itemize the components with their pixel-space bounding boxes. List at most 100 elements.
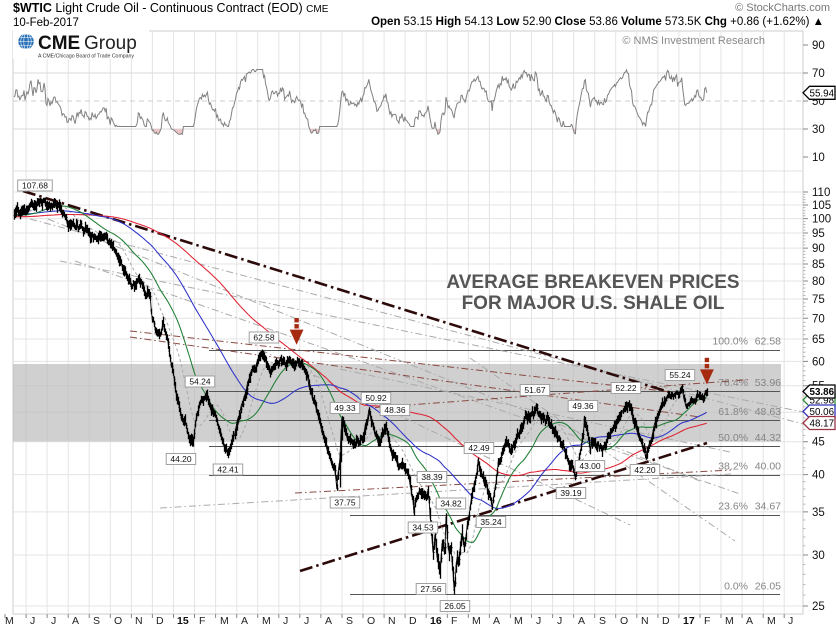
svg-text:25: 25 — [812, 601, 825, 613]
svg-text:42.49: 42.49 — [468, 443, 490, 453]
svg-text:M: M — [725, 615, 734, 626]
svg-text:30: 30 — [812, 550, 825, 562]
svg-text:M: M — [220, 615, 229, 626]
svg-text:A: A — [72, 615, 79, 626]
svg-text:42.20: 42.20 — [634, 465, 656, 475]
svg-text:23.6%: 23.6% — [718, 501, 748, 513]
svg-text:49.36: 49.36 — [572, 401, 594, 411]
svg-text:Open 53.15 High 54.13 Low 52.9: Open 53.15 High 54.13 Low 52.90 Close 53… — [371, 16, 824, 28]
svg-text:85: 85 — [812, 259, 825, 271]
svg-text:50.0%: 50.0% — [718, 432, 748, 444]
svg-text:105: 105 — [812, 200, 831, 212]
svg-text:0.0%: 0.0% — [724, 581, 748, 593]
svg-text:A: A — [325, 615, 332, 626]
svg-text:D: D — [662, 615, 670, 626]
svg-text:10: 10 — [812, 152, 825, 164]
svg-text:90: 90 — [812, 243, 825, 255]
svg-text:65: 65 — [812, 334, 825, 346]
svg-text:42.41: 42.41 — [217, 465, 239, 475]
svg-text:S: S — [599, 615, 606, 626]
svg-text:90: 90 — [812, 40, 825, 52]
svg-text:15: 15 — [177, 615, 189, 626]
svg-text:48.36: 48.36 — [384, 405, 406, 415]
svg-text:53.96: 53.96 — [755, 377, 781, 389]
svg-text:70: 70 — [812, 68, 825, 80]
svg-text:10-Feb-2017: 10-Feb-2017 — [13, 17, 79, 29]
svg-text:38.2%: 38.2% — [718, 461, 748, 473]
svg-text:100.0%: 100.0% — [712, 336, 748, 348]
svg-text:J: J — [557, 615, 562, 626]
svg-text:35.24: 35.24 — [480, 517, 502, 527]
svg-text:45: 45 — [812, 437, 825, 449]
svg-text:S: S — [346, 615, 353, 626]
svg-text:110: 110 — [812, 187, 830, 199]
svg-text:50.06: 50.06 — [810, 407, 835, 418]
svg-text:50.92: 50.92 — [365, 393, 387, 403]
svg-text:17: 17 — [683, 615, 695, 626]
svg-text:35: 35 — [812, 507, 825, 519]
svg-text:M: M — [472, 615, 481, 626]
svg-text:M: M — [5, 615, 14, 626]
svg-text:N: N — [388, 615, 396, 626]
svg-text:J: J — [30, 615, 35, 626]
svg-text:F: F — [451, 615, 457, 626]
svg-text:37.75: 37.75 — [334, 498, 356, 508]
svg-text:51.67: 51.67 — [524, 385, 546, 395]
svg-text:48.17: 48.17 — [810, 419, 835, 430]
svg-text:62.58: 62.58 — [253, 333, 275, 343]
svg-text:J: J — [304, 615, 309, 626]
svg-text:M: M — [514, 615, 523, 626]
svg-text:61.8%: 61.8% — [718, 406, 748, 418]
svg-text:© StockCharts.com: © StockCharts.com — [735, 2, 830, 14]
svg-text:107.68: 107.68 — [22, 181, 48, 191]
svg-text:30: 30 — [812, 124, 825, 136]
svg-text:A: A — [746, 615, 753, 626]
svg-text:J: J — [283, 615, 288, 626]
svg-text:O: O — [114, 615, 122, 626]
svg-text:J: J — [788, 615, 793, 626]
svg-text:J: J — [536, 615, 541, 626]
svg-text:D: D — [409, 615, 417, 626]
svg-text:48.63: 48.63 — [755, 406, 781, 418]
svg-text:$WTIC Light Crude Oil - Contin: $WTIC Light Crude Oil - Continuous Contr… — [13, 1, 329, 15]
svg-text:J: J — [51, 615, 56, 626]
svg-text:M: M — [262, 615, 271, 626]
svg-text:A: A — [493, 615, 500, 626]
svg-text:Group: Group — [84, 33, 137, 54]
svg-text:AVERAGE BREAKEVEN PRICES: AVERAGE BREAKEVEN PRICES — [446, 272, 739, 293]
svg-text:53.86: 53.86 — [810, 387, 835, 398]
svg-text:52.98: 52.98 — [810, 396, 835, 407]
svg-text:A: A — [241, 615, 248, 626]
svg-text:D: D — [156, 615, 164, 626]
svg-text:26.05: 26.05 — [444, 601, 466, 611]
svg-text:49.33: 49.33 — [334, 403, 356, 413]
svg-text:FOR MAJOR U.S. SHALE OIL: FOR MAJOR U.S. SHALE OIL — [462, 293, 725, 314]
svg-text:60: 60 — [812, 356, 825, 368]
svg-text:44.20: 44.20 — [170, 454, 192, 464]
svg-text:S: S — [93, 615, 100, 626]
svg-text:A: A — [578, 615, 585, 626]
svg-text:O: O — [620, 615, 628, 626]
svg-text:38.39: 38.39 — [421, 472, 443, 482]
svg-text:F: F — [199, 615, 205, 626]
svg-text:62.58: 62.58 — [755, 336, 781, 348]
svg-text:43.00: 43.00 — [579, 461, 601, 471]
svg-text:80: 80 — [812, 276, 825, 288]
svg-text:N: N — [641, 615, 649, 626]
svg-text:A CME/Chicago Board of Trade C: A CME/Chicago Board of Trade Company — [38, 54, 134, 60]
svg-text:54.24: 54.24 — [189, 377, 211, 387]
svg-text:95: 95 — [812, 228, 825, 240]
svg-text:40: 40 — [812, 470, 825, 482]
svg-text:26.05: 26.05 — [755, 581, 781, 593]
svg-text:76.4%: 76.4% — [718, 377, 748, 389]
svg-text:F: F — [704, 615, 710, 626]
svg-text:55.24: 55.24 — [669, 370, 691, 380]
svg-text:O: O — [367, 615, 375, 626]
svg-text:34.67: 34.67 — [755, 501, 781, 513]
svg-text:CME: CME — [38, 33, 80, 54]
svg-text:100: 100 — [812, 214, 831, 226]
svg-text:27.56: 27.56 — [420, 584, 442, 594]
svg-text:55.94: 55.94 — [810, 88, 835, 99]
svg-text:© NMS Investment Research: © NMS Investment Research — [622, 35, 765, 47]
svg-text:40.00: 40.00 — [755, 461, 781, 473]
